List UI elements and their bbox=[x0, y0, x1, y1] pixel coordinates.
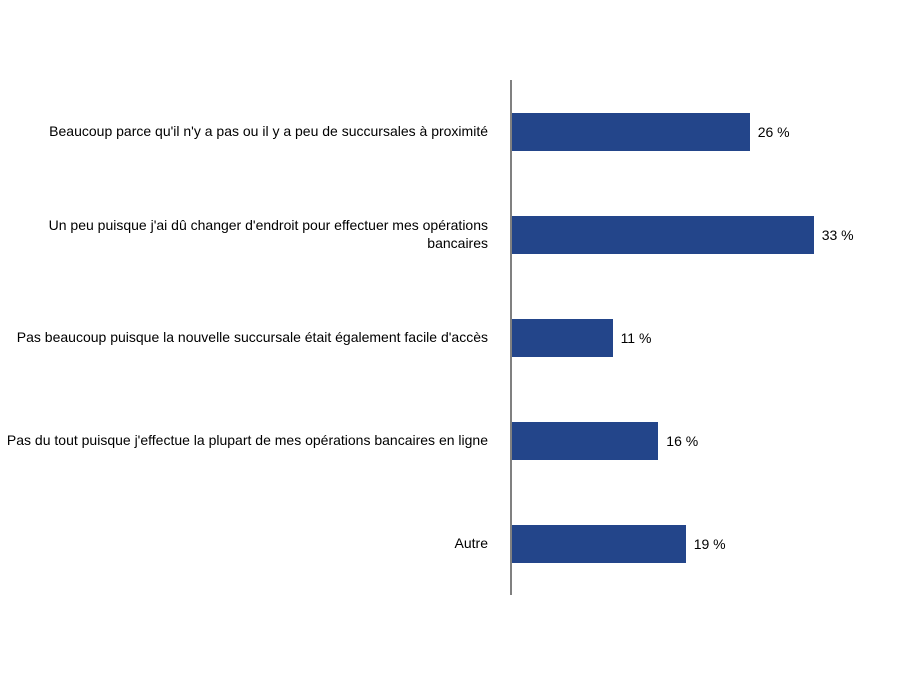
bar-track: 33 % bbox=[512, 216, 832, 254]
value-label: 11 % bbox=[621, 319, 652, 357]
bar-track: 19 % bbox=[512, 525, 832, 563]
bar bbox=[512, 216, 814, 254]
value-label: 26 % bbox=[758, 113, 790, 151]
bar bbox=[512, 113, 750, 151]
table-row: Beaucoup parce qu'il n'y a pas ou il y a… bbox=[0, 102, 900, 162]
category-label: Pas beaucoup puisque la nouvelle succurs… bbox=[0, 329, 500, 347]
bar-track: 16 % bbox=[512, 422, 832, 460]
category-label: Autre bbox=[0, 535, 500, 553]
bar-track: 11 % bbox=[512, 319, 832, 357]
table-row: Pas beaucoup puisque la nouvelle succurs… bbox=[0, 308, 900, 368]
bar bbox=[512, 422, 658, 460]
bar-track: 26 % bbox=[512, 113, 832, 151]
table-row: Autre 19 % bbox=[0, 514, 900, 574]
value-label: 33 % bbox=[822, 216, 854, 254]
table-row: Un peu puisque j'ai dû changer d'endroit… bbox=[0, 205, 900, 265]
bar bbox=[512, 319, 613, 357]
chart-rows: Beaucoup parce qu'il n'y a pas ou il y a… bbox=[0, 80, 900, 595]
category-label: Beaucoup parce qu'il n'y a pas ou il y a… bbox=[0, 123, 500, 141]
bar bbox=[512, 525, 686, 563]
table-row: Pas du tout puisque j'effectue la plupar… bbox=[0, 411, 900, 471]
horizontal-bar-chart: Beaucoup parce qu'il n'y a pas ou il y a… bbox=[0, 0, 900, 675]
value-label: 19 % bbox=[694, 525, 726, 563]
category-label: Pas du tout puisque j'effectue la plupar… bbox=[0, 432, 500, 450]
value-label: 16 % bbox=[666, 422, 698, 460]
category-label: Un peu puisque j'ai dû changer d'endroit… bbox=[0, 217, 500, 252]
